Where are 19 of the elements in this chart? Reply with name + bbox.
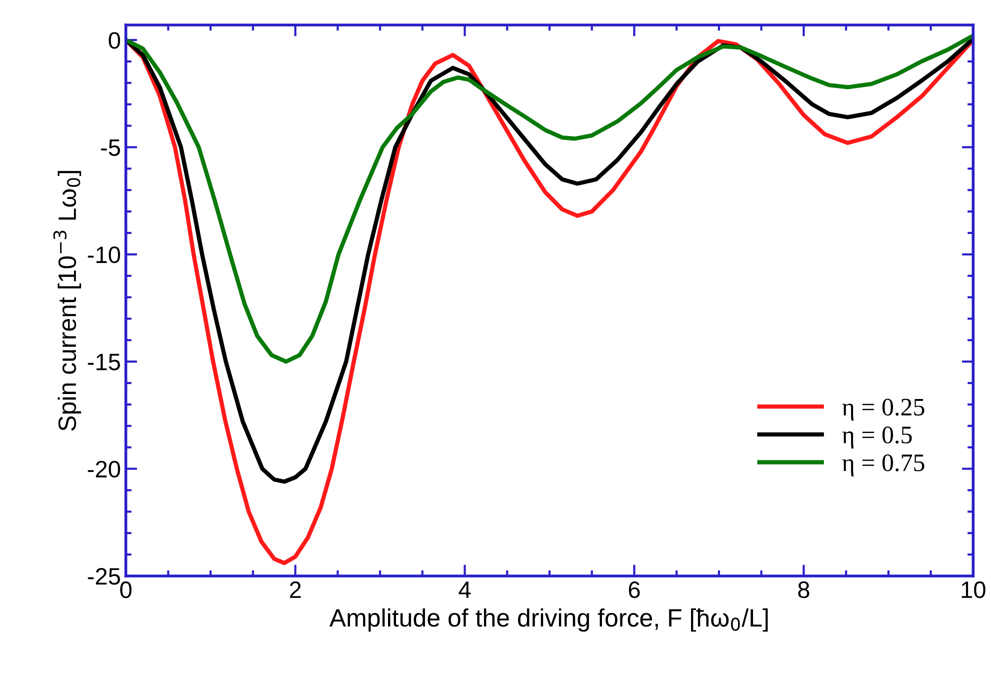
legend-label: η = 0.5 [842,426,912,448]
x-tick-label: 6 [628,581,640,598]
y-axis-title: Spin current [10$^{−3}$ Lω$_{0}$] [53,171,82,431]
x-tick-label: 0 [120,581,132,598]
line-series [126,34,974,364]
y-tick-label: -10 [88,246,120,264]
x-tick-label: 4 [458,582,471,598]
y-tick-label: -15 [88,354,120,370]
legend-label: η = 0.25 [842,398,924,421]
x-tick-label: 8 [798,581,810,598]
x-tick-label: 10 [962,581,986,598]
line-series [126,36,974,484]
y-tick-label: -25 [88,568,120,585]
y-tick-label: -5 [101,140,120,156]
y-tick-label: -20 [88,460,120,478]
y-tick-label: 0 [108,32,120,49]
x-axis-title: Amplitude of the driving force, F [ħω$_{0}$/L] [329,608,768,632]
legend-label: η = 0.75 [842,454,924,476]
x-tick-label: 2 [290,581,301,598]
